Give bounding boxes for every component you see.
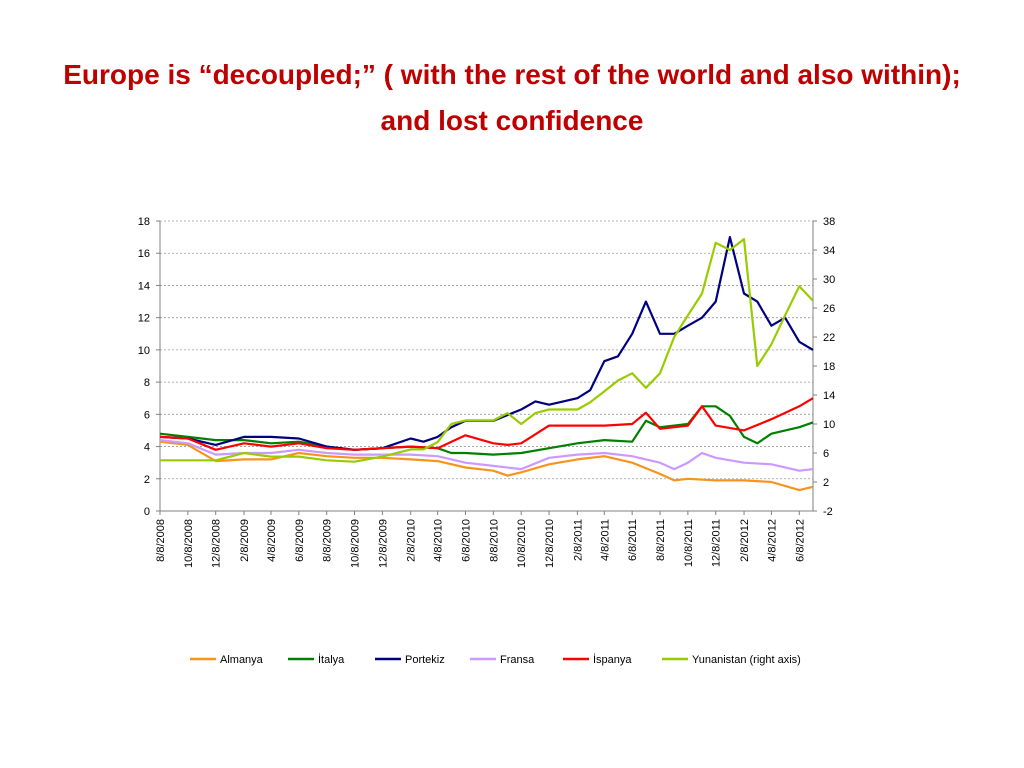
legend-label: İspanya xyxy=(593,653,632,666)
x-tick-label: 10/8/2010 xyxy=(516,519,528,568)
right-tick-label: 2 xyxy=(823,477,829,489)
x-tick-label: 12/8/2008 xyxy=(211,519,223,568)
left-tick-label: 14 xyxy=(138,280,150,292)
x-tick-label: 6/8/2010 xyxy=(460,519,472,562)
x-tick-label: 4/8/2012 xyxy=(766,519,778,562)
x-tick-label: 12/8/2009 xyxy=(377,519,389,568)
x-tick-label: 2/8/2012 xyxy=(739,519,751,562)
series-line-4 xyxy=(159,397,814,451)
x-tick-label: 2/8/2011 xyxy=(572,519,584,561)
legend-label: İtalya xyxy=(318,653,345,666)
x-tick-label: 2/8/2010 xyxy=(406,519,418,562)
x-tick-label: 8/8/2011 xyxy=(655,519,667,561)
legend-label: Yunanistan (right axis) xyxy=(692,654,801,666)
x-tick-label: 2/8/2009 xyxy=(239,519,251,562)
right-tick-label: 34 xyxy=(823,245,835,257)
x-tick-label: 4/8/2009 xyxy=(266,519,278,562)
x-tick-label: 6/8/2009 xyxy=(294,519,306,562)
x-tick-label: 8/8/2009 xyxy=(322,519,334,562)
right-tick-label: 6 xyxy=(823,448,829,460)
x-tick-label: 8/8/2008 xyxy=(155,519,167,562)
left-tick-label: 16 xyxy=(138,248,150,260)
right-tick-label: 14 xyxy=(823,390,835,402)
left-tick-label: 6 xyxy=(144,409,150,421)
right-tick-label: 38 xyxy=(823,216,835,228)
legend: Almanya İtalya Portekiz Fransa İspanya Yunani… xyxy=(190,653,801,666)
right-tick-label: 30 xyxy=(823,274,835,286)
legend-label: Fransa xyxy=(500,654,535,666)
left-tick-label: 18 xyxy=(138,216,150,228)
left-tick-label: 10 xyxy=(138,345,150,357)
series-line-1 xyxy=(159,405,814,456)
legend-label: Almanya xyxy=(220,654,264,666)
x-tick-label: 10/8/2008 xyxy=(183,519,195,568)
x-tick-label: 4/8/2011 xyxy=(599,519,611,561)
legend-label: Portekiz xyxy=(405,654,445,666)
right-tick-label: 22 xyxy=(823,332,835,344)
x-tick-label: 4/8/2010 xyxy=(433,519,445,562)
series-line-2 xyxy=(159,236,814,451)
x-tick-label: 6/8/2011 xyxy=(627,519,639,561)
right-tick-label: 18 xyxy=(823,361,835,373)
right-tick-label: 26 xyxy=(823,303,835,315)
series-line-5 xyxy=(160,238,814,463)
x-tick-label: 8/8/2010 xyxy=(488,519,500,562)
right-tick-label: 10 xyxy=(823,419,835,431)
axes: 024681012141618-22610141822263034388/8/2… xyxy=(138,216,836,568)
x-tick-label: 12/8/2011 xyxy=(711,519,723,567)
left-tick-label: 8 xyxy=(144,377,150,389)
x-tick-label: 10/8/2011 xyxy=(683,519,695,567)
left-tick-label: 2 xyxy=(144,474,150,486)
left-tick-label: 12 xyxy=(138,313,150,325)
x-tick-label: 6/8/2012 xyxy=(794,519,806,562)
right-tick-label: -2 xyxy=(823,506,833,518)
series-line-3 xyxy=(159,439,814,472)
slide-title: Europe is “decoupled;” ( with the rest o… xyxy=(63,59,961,136)
left-tick-label: 0 xyxy=(144,506,150,518)
x-tick-label: 10/8/2009 xyxy=(350,519,362,568)
gridlines xyxy=(160,220,813,480)
left-tick-label: 4 xyxy=(144,442,150,454)
series-lines xyxy=(159,236,814,492)
x-tick-label: 12/8/2010 xyxy=(544,519,556,568)
